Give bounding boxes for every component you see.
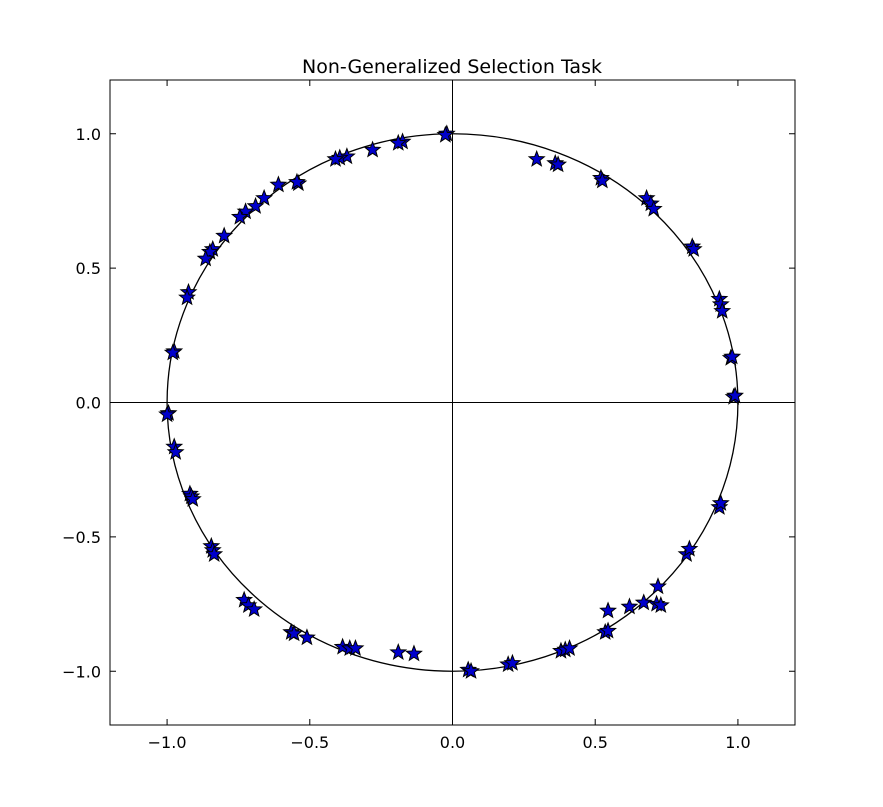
- data-point-star: [599, 601, 617, 619]
- data-point-star: [462, 661, 480, 679]
- x-axis: −1.0 −0.5 0.0 0.5 1.0: [148, 80, 751, 752]
- data-point-star: [245, 600, 264, 618]
- data-point-star: [436, 125, 455, 143]
- data-point-star: [196, 249, 215, 267]
- y-tick-label: −0.5: [62, 528, 101, 547]
- y-tick-label: 0.5: [76, 259, 101, 278]
- data-point-star: [158, 405, 177, 423]
- data-point-star: [269, 175, 288, 193]
- data-point-star: [723, 347, 742, 365]
- y-axis: −1.0 −0.5 0.0 0.5 1.0: [62, 125, 795, 681]
- data-point-star: [285, 624, 304, 642]
- data-point-star: [166, 442, 185, 460]
- data-point-star: [215, 226, 234, 244]
- x-tick-label: 1.0: [725, 733, 750, 752]
- data-point-star: [405, 644, 423, 662]
- data-point-star: [620, 597, 639, 615]
- data-point-star: [726, 386, 745, 404]
- data-point-star: [288, 172, 306, 190]
- plot-area: [109, 79, 796, 726]
- chart-title: Non-Generalized Selection Task: [302, 56, 602, 78]
- data-point-star: [527, 149, 546, 167]
- data-point-star: [200, 242, 219, 260]
- y-tick-label: 0.0: [76, 394, 101, 413]
- y-tick-label: 1.0: [76, 125, 101, 144]
- data-point-star: [503, 653, 522, 671]
- data-point-star: [593, 171, 612, 189]
- data-point-star: [183, 489, 202, 507]
- data-point-star: [297, 628, 316, 646]
- data-point-star: [326, 149, 345, 167]
- x-tick-label: 0.0: [440, 733, 465, 752]
- points-layer: [158, 124, 745, 679]
- data-point-star: [389, 133, 408, 151]
- x-tick-label: 0.5: [582, 733, 607, 752]
- data-point-star: [389, 643, 408, 661]
- x-tick-label: −0.5: [290, 733, 329, 752]
- data-point-star: [363, 140, 382, 158]
- data-point-star: [711, 493, 730, 511]
- data-point-star: [163, 343, 182, 361]
- data-point-star: [713, 301, 732, 319]
- data-point-star: [205, 544, 224, 562]
- data-point-star: [255, 188, 274, 206]
- data-point-star: [246, 196, 265, 214]
- data-point-star: [651, 596, 670, 614]
- data-point-star: [346, 639, 365, 657]
- data-point-star: [684, 239, 703, 257]
- data-point-star: [178, 288, 197, 306]
- y-tick-label: −1.0: [62, 662, 101, 681]
- x-tick-label: −1.0: [148, 733, 187, 752]
- data-point-star: [560, 639, 579, 657]
- data-point-star: [649, 577, 667, 595]
- data-point-star: [644, 199, 663, 217]
- data-point-star: [549, 155, 568, 173]
- data-point-star: [680, 539, 699, 557]
- data-point-star: [634, 593, 653, 611]
- data-point-star: [230, 207, 249, 225]
- data-point-star: [599, 621, 617, 639]
